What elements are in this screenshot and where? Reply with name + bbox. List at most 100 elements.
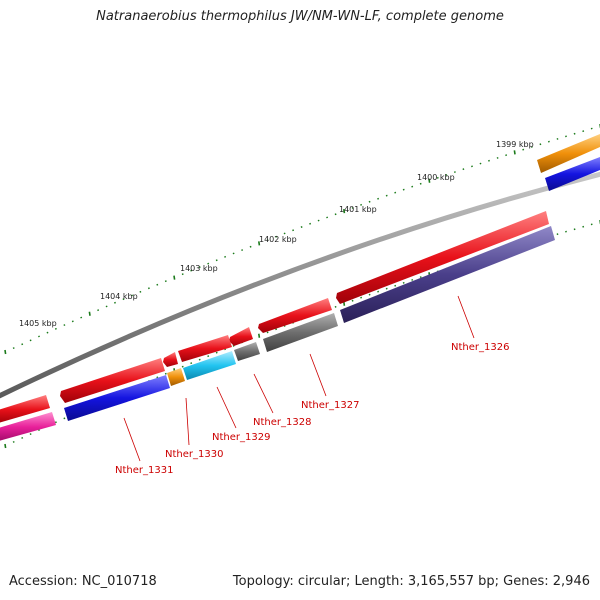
- feature-magenta-left: [0, 412, 56, 441]
- outer-ruler-minor-tick: [139, 290, 142, 293]
- inner-ruler-minor-tick: [334, 305, 337, 308]
- inner-ruler-minor-tick: [207, 355, 210, 358]
- inner-ruler-minor-tick: [12, 440, 15, 443]
- outer-ruler-minor-tick: [317, 219, 320, 222]
- cds-arrow-1327: [258, 298, 332, 333]
- outer-ruler-minor-tick: [479, 162, 482, 165]
- feature-orange-1330: [167, 368, 185, 386]
- inner-ruler-minor-tick: [215, 351, 218, 354]
- leader-line-1326: [457, 295, 475, 339]
- cds-arrow-1328: [229, 327, 253, 346]
- outer-ruler-minor-tick: [377, 197, 380, 200]
- outer-ruler-minor-tick: [21, 343, 24, 346]
- outer-ruler-minor-tick: [462, 168, 465, 171]
- outer-ruler-minor-tick: [445, 173, 448, 176]
- inner-ruler-minor-tick: [266, 331, 269, 334]
- outer-ruler-minor-tick: [360, 203, 363, 206]
- inner-ruler-major-tick: [4, 443, 7, 449]
- kbp-label-1401: 1401 kbp: [339, 205, 377, 214]
- outer-ruler-minor-tick: [530, 145, 533, 148]
- outer-ruler-minor-tick: [114, 301, 116, 304]
- outer-ruler-minor-tick: [283, 232, 286, 235]
- gene-label-1328: Nther_1328: [253, 417, 311, 428]
- outer-ruler-minor-tick: [471, 165, 473, 168]
- gene-label-1326: Nther_1326: [451, 342, 509, 353]
- outer-ruler-minor-tick: [54, 327, 57, 330]
- outer-ruler-minor-tick: [453, 171, 456, 174]
- cds-arrow-1326: [336, 211, 549, 304]
- outer-ruler-minor-tick: [309, 222, 312, 225]
- outer-ruler-minor-tick: [29, 339, 32, 342]
- inner-ruler-minor-tick: [63, 417, 66, 420]
- outer-ruler-minor-tick: [402, 188, 405, 191]
- cds-arrow-1330: [163, 352, 178, 367]
- inner-ruler-minor-tick: [377, 290, 380, 293]
- outer-ruler-minor-tick: [122, 298, 125, 301]
- genome-backbone: [0, 171, 600, 399]
- inner-ruler-minor-tick: [351, 299, 354, 302]
- outer-ruler-major-tick: [428, 178, 431, 183]
- outer-ruler-minor-tick: [12, 347, 15, 350]
- outer-ruler-major-tick: [343, 208, 346, 214]
- gene-label-1331: Nther_1331: [115, 465, 173, 476]
- inner-ruler-minor-tick: [360, 296, 363, 299]
- feature-blue-1331: [64, 375, 170, 421]
- inner-ruler-minor-tick: [275, 328, 278, 331]
- outer-ruler-minor-tick: [368, 200, 371, 203]
- cds-arrow-blue-top: [545, 157, 600, 191]
- outer-ruler-minor-tick: [232, 252, 235, 255]
- kbp-label-1400: 1400 kbp: [417, 173, 455, 182]
- outer-ruler-minor-tick: [181, 273, 184, 276]
- kbp-label-1405: 1405 kbp: [19, 319, 57, 328]
- outer-ruler-minor-tick: [436, 176, 439, 179]
- inner-ruler-minor-tick: [402, 281, 405, 284]
- outer-ruler-minor-tick: [496, 156, 499, 159]
- leader-line-1327: [309, 353, 327, 397]
- gene-label-1327: Nther_1327: [301, 400, 359, 411]
- kbp-label-1402: 1402 kbp: [259, 235, 297, 244]
- outer-ruler-minor-tick: [97, 309, 100, 312]
- inner-ruler-minor-tick: [419, 276, 422, 279]
- outer-ruler-minor-tick: [275, 235, 278, 238]
- outer-ruler-minor-tick: [266, 239, 269, 242]
- feature-gray-1327: [263, 313, 338, 352]
- leader-line-1329: [216, 386, 237, 429]
- outer-ruler-minor-tick: [334, 213, 337, 216]
- outer-ruler-minor-tick: [582, 130, 585, 133]
- outer-ruler-minor-tick: [147, 287, 150, 290]
- inner-ruler-minor-tick: [411, 278, 414, 281]
- outer-ruler-major-tick: [258, 241, 261, 246]
- outer-ruler-minor-tick: [351, 206, 354, 209]
- topology-text: Topology: circular; Length: 3,165,557 bp…: [232, 574, 590, 589]
- outer-ruler-minor-tick: [419, 182, 422, 185]
- inner-ruler-minor-tick: [582, 225, 585, 228]
- inner-ruler-minor-tick: [573, 228, 576, 231]
- cds-arrow-left-red: [0, 395, 50, 423]
- outer-ruler-minor-tick: [292, 229, 295, 232]
- outer-ruler-minor-tick: [46, 331, 49, 334]
- inner-ruler-minor-tick: [29, 433, 32, 436]
- outer-ruler-minor-tick: [556, 137, 559, 140]
- outer-ruler-minor-tick: [522, 148, 525, 151]
- outer-ruler: [4, 124, 600, 355]
- inner-ruler-minor-tick: [164, 372, 167, 375]
- outer-ruler-minor-tick: [326, 216, 329, 219]
- outer-ruler-minor-tick: [105, 305, 108, 308]
- outer-ruler-minor-tick: [190, 269, 193, 272]
- leader-line-1330: [185, 397, 190, 446]
- outer-ruler-minor-tick: [590, 127, 593, 130]
- kbp-label-1399: 1399 kbp: [496, 140, 534, 149]
- inner-ruler-minor-tick: [368, 293, 371, 296]
- kbp-label-1404: 1404 kbp: [100, 292, 138, 301]
- inner-ruler-minor-tick: [190, 362, 193, 365]
- inner-ruler-major-tick: [258, 333, 261, 338]
- outer-ruler-minor-tick: [249, 245, 252, 248]
- outer-ruler-minor-tick: [80, 316, 83, 319]
- outer-ruler-minor-tick: [488, 159, 490, 162]
- gene-label-1330: Nther_1330: [165, 449, 223, 460]
- inner-ruler-minor-tick: [21, 436, 24, 439]
- outer-ruler-minor-tick: [573, 132, 576, 135]
- inner-ruler-minor-tick: [565, 230, 567, 233]
- map-title: Natranaerobius thermophilus JW/NM-WN-LF,…: [96, 9, 504, 24]
- inner-ruler-minor-tick: [394, 284, 397, 287]
